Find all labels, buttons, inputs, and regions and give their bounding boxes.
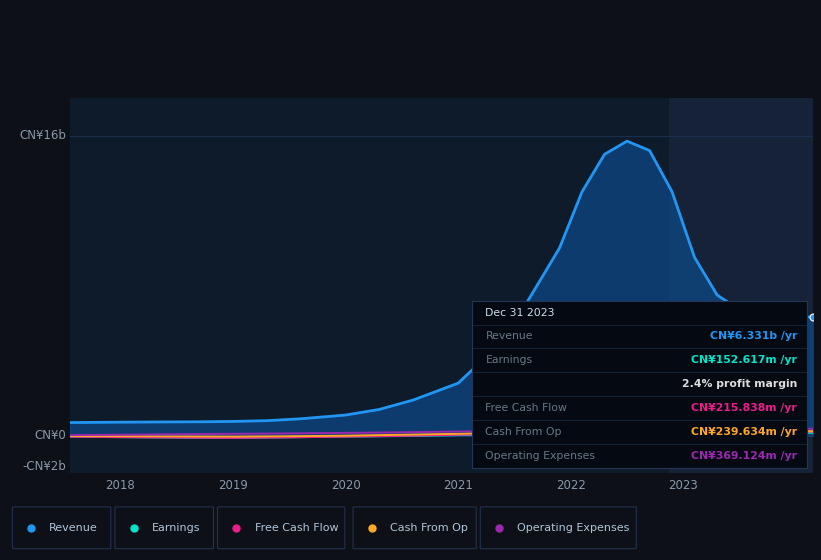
Text: Earnings: Earnings — [485, 356, 533, 365]
Text: CN¥239.634m /yr: CN¥239.634m /yr — [690, 427, 797, 437]
Text: Dec 31 2023: Dec 31 2023 — [485, 307, 555, 318]
Bar — [668, 98, 813, 473]
Text: Earnings: Earnings — [152, 523, 200, 533]
Text: Cash From Op: Cash From Op — [485, 427, 562, 437]
Text: CN¥16b: CN¥16b — [19, 129, 66, 142]
Text: Cash From Op: Cash From Op — [390, 523, 468, 533]
Text: CN¥152.617m /yr: CN¥152.617m /yr — [691, 356, 797, 365]
Text: Revenue: Revenue — [485, 332, 533, 342]
Text: CN¥0: CN¥0 — [34, 429, 66, 442]
Text: Operating Expenses: Operating Expenses — [485, 451, 595, 461]
Text: CN¥6.331b /yr: CN¥6.331b /yr — [709, 332, 797, 342]
Text: Free Cash Flow: Free Cash Flow — [255, 523, 338, 533]
Text: Free Cash Flow: Free Cash Flow — [485, 403, 567, 413]
Text: CN¥369.124m /yr: CN¥369.124m /yr — [691, 451, 797, 461]
Text: CN¥215.838m /yr: CN¥215.838m /yr — [691, 403, 797, 413]
Text: 2.4% profit margin: 2.4% profit margin — [681, 379, 797, 389]
Text: Operating Expenses: Operating Expenses — [517, 523, 630, 533]
Text: -CN¥2b: -CN¥2b — [22, 460, 66, 473]
Text: Revenue: Revenue — [49, 523, 98, 533]
